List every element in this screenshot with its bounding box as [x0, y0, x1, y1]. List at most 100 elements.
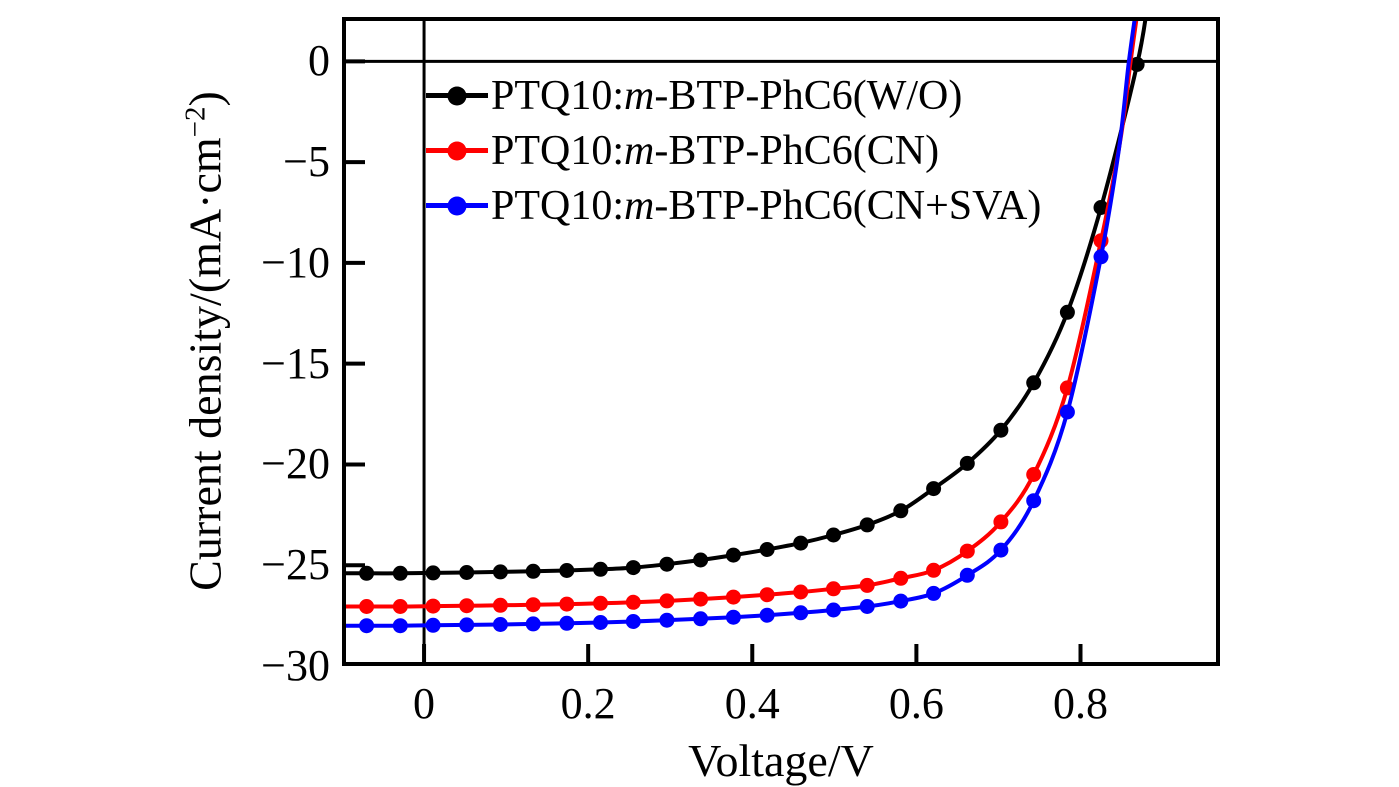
- data-point-marker: [1129, 56, 1145, 72]
- data-point-marker: [425, 565, 441, 581]
- data-point-marker: [993, 542, 1009, 558]
- data-point-marker: [359, 599, 375, 614]
- data-point-marker: [926, 585, 942, 601]
- data-point-marker: [359, 565, 375, 581]
- data-point-marker: [725, 547, 741, 563]
- legend-dot-icon: [447, 86, 467, 105]
- data-point-marker: [492, 597, 508, 613]
- data-point-marker: [959, 455, 975, 471]
- data-point-marker: [993, 514, 1009, 530]
- data-point-marker: [793, 584, 809, 600]
- data-point-marker: [1026, 493, 1042, 509]
- data-point-marker: [926, 481, 942, 497]
- data-point-marker: [525, 597, 541, 613]
- data-point-marker: [525, 563, 541, 579]
- legend-dot-icon: [447, 196, 467, 215]
- y-tick-label: −10: [261, 237, 330, 287]
- data-point-marker: [459, 617, 475, 633]
- data-point-marker: [425, 598, 441, 614]
- data-point-marker: [893, 570, 909, 586]
- legend-line-marker-icon: [426, 86, 488, 105]
- y-tick-label: −20: [261, 439, 330, 489]
- data-point-marker: [926, 562, 942, 578]
- plot-area: [342, 17, 1220, 666]
- y-tick-label: −25: [261, 540, 330, 590]
- x-tick-label: 0: [413, 679, 436, 728]
- data-point-marker: [459, 565, 475, 580]
- plot-frame: [342, 17, 1220, 666]
- legend-entry-2: PTQ10:m-BTP-PhC6(CN+SVA): [426, 178, 1041, 233]
- legend-entry-0: PTQ10:m-BTP-PhC6(W/O): [426, 68, 1041, 123]
- data-point-marker: [359, 618, 375, 634]
- data-point-marker: [826, 602, 841, 618]
- data-point-marker: [559, 615, 575, 631]
- data-point-marker: [1093, 200, 1109, 215]
- x-tick-label: 0.2: [560, 679, 616, 728]
- data-point-marker: [593, 615, 608, 630]
- legend-line-marker-icon: [426, 141, 488, 160]
- data-point-marker: [826, 581, 841, 597]
- data-point-marker: [459, 598, 475, 614]
- data-point-marker: [693, 552, 709, 568]
- data-point-marker: [759, 542, 775, 557]
- data-point-marker: [392, 599, 408, 614]
- curves-group: [342, 17, 1148, 634]
- data-point-marker: [525, 616, 541, 632]
- data-point-marker: [693, 611, 709, 627]
- data-point-marker: [1059, 404, 1075, 420]
- data-point-marker: [725, 609, 741, 625]
- data-point-marker: [993, 422, 1009, 438]
- data-point-marker: [1026, 375, 1042, 391]
- data-point-marker: [593, 561, 608, 577]
- data-point-marker: [893, 593, 909, 609]
- legend-label: PTQ10:m-BTP-PhC6(CN): [491, 127, 940, 174]
- data-point-marker: [492, 617, 508, 632]
- data-point-marker: [625, 560, 641, 576]
- y-tick-label: 0: [308, 36, 330, 86]
- data-point-marker: [593, 595, 608, 611]
- curve-line-1: [342, 17, 1139, 609]
- data-point-marker: [893, 503, 909, 519]
- data-point-marker: [492, 564, 508, 580]
- y-axis-label-close: ): [179, 91, 231, 107]
- x-tick-label: 0.6: [888, 679, 944, 728]
- data-point-marker: [1059, 304, 1075, 320]
- data-point-marker: [693, 591, 709, 607]
- data-point-marker: [392, 618, 408, 634]
- curve-line-2: [342, 17, 1138, 628]
- data-point-marker: [959, 567, 975, 583]
- x-axis-label: Voltage/V: [688, 735, 874, 786]
- data-point-marker: [659, 612, 675, 628]
- y-tick-label: −5: [283, 137, 330, 187]
- y-axis-label-superscript: −2: [179, 106, 212, 138]
- legend-label: PTQ10:m-BTP-PhC6(W/O): [491, 72, 963, 119]
- data-point-marker: [659, 556, 675, 572]
- y-tick-label: −15: [261, 338, 330, 388]
- data-point-marker: [659, 593, 675, 609]
- data-point-marker: [559, 596, 575, 612]
- data-point-marker: [1093, 249, 1109, 265]
- legend: PTQ10:m-BTP-PhC6(W/O) PTQ10:m-BTP-PhC6(CN…: [426, 68, 1041, 233]
- x-tick-label: 0.4: [724, 679, 780, 728]
- data-point-marker: [1026, 467, 1042, 482]
- data-point-marker: [859, 599, 875, 614]
- data-point-marker: [625, 594, 641, 610]
- legend-entry-1: PTQ10:m-BTP-PhC6(CN): [426, 123, 1041, 178]
- data-point-marker: [793, 605, 809, 621]
- x-tick-label: 0.8: [1053, 679, 1108, 728]
- data-point-marker: [959, 543, 975, 559]
- data-point-marker: [759, 587, 775, 603]
- data-point-marker: [759, 607, 775, 623]
- data-point-marker: [793, 535, 809, 551]
- legend-line-marker-icon: [426, 196, 488, 215]
- data-point-marker: [559, 563, 575, 578]
- data-point-marker: [859, 517, 875, 533]
- data-point-marker: [826, 527, 841, 543]
- data-point-marker: [725, 589, 741, 605]
- data-point-marker: [425, 617, 441, 633]
- data-point-marker: [625, 614, 641, 629]
- legend-dot-icon: [447, 141, 467, 160]
- y-tick-label: −30: [261, 641, 330, 690]
- data-point-marker: [392, 565, 408, 581]
